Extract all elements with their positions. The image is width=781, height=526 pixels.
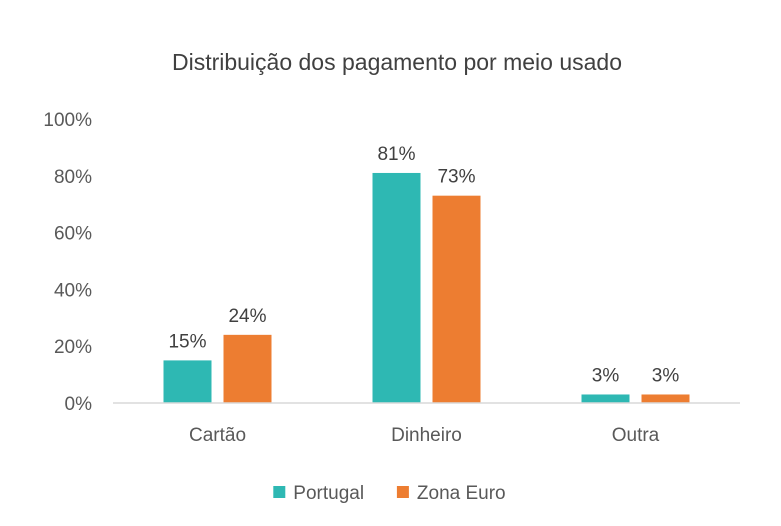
bar [432,195,481,403]
bars [163,172,690,403]
legend-swatch [396,486,409,498]
category-label: Dinheiro [391,425,462,446]
bar [581,394,630,403]
legend-swatch [273,486,286,498]
data-label: 3% [592,365,620,386]
y-tick-label: 40% [54,280,92,301]
y-tick-label: 0% [65,394,93,415]
legend: Portugal Zona Euro [273,483,506,504]
category-label: Cartão [189,425,246,446]
bar [163,360,212,403]
y-tick-label: 20% [54,337,92,358]
y-tick-label: 80% [54,167,92,188]
legend-label: Zona Euro [417,483,506,504]
y-axis: 0% 20% 40% 60% 80% 100% [43,110,92,415]
x-axis: Cartão Dinheiro Outra [113,402,740,446]
data-label: 15% [168,331,206,352]
chart-title: Distribuição dos pagamento por meio usad… [172,49,622,75]
data-labels: 15% 24% 81% 73% 3% 3% [168,144,679,387]
data-label: 3% [652,365,680,386]
category-label: Outra [612,425,660,446]
bar [223,334,272,403]
y-tick-label: 100% [43,110,92,131]
data-label: 73% [437,167,475,188]
data-label: 24% [228,306,266,327]
data-label: 81% [377,144,415,165]
bar [372,172,421,403]
y-tick-label: 60% [54,224,92,245]
bar [641,394,690,403]
legend-label: Portugal [293,483,364,504]
